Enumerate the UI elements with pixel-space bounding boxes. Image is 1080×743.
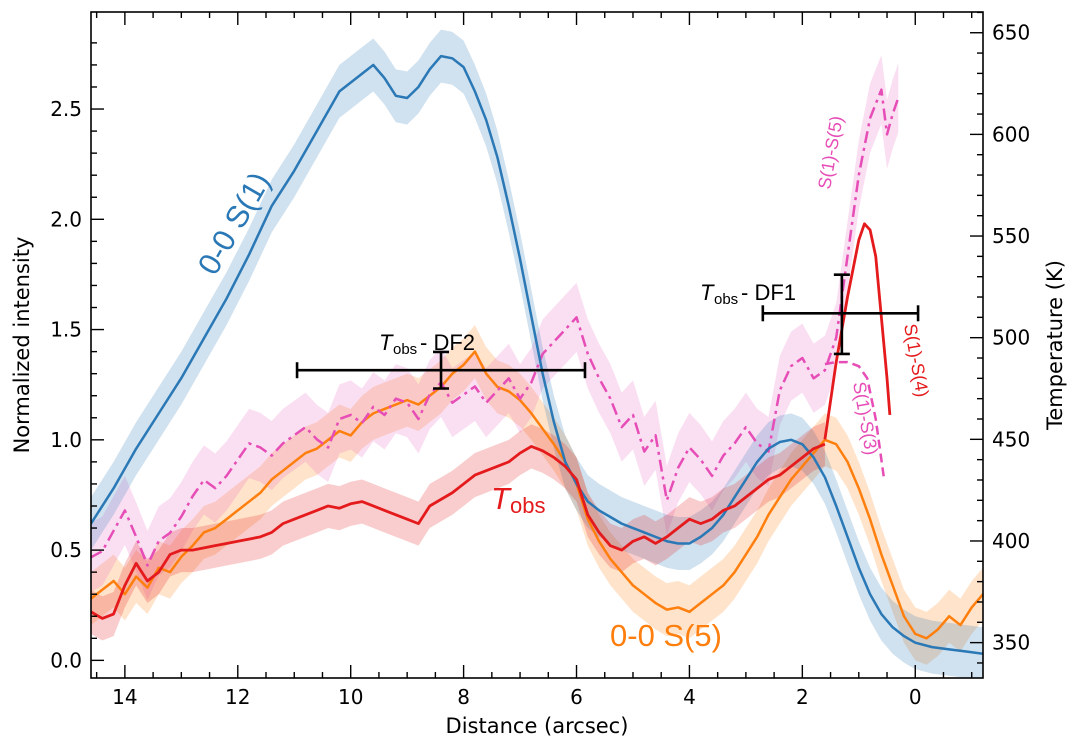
band-0-0-s-5- (91, 325, 983, 665)
label-df1-symbol: T (700, 280, 715, 305)
line-s-1-s-3- (824, 360, 886, 481)
x-tick-label: 14 (112, 685, 137, 709)
label-tobs: T obs (491, 481, 545, 518)
band-0-0-s-1- (91, 29, 983, 678)
y-right-tick-label: 500 (992, 326, 1030, 350)
y-right-tick-label: 450 (992, 427, 1030, 451)
label-s5: 0-0 S(5) (610, 618, 722, 653)
y-axis-right: 350 400 450 500 550 600 650 (970, 11, 1030, 664)
line-0-0-s-1- (91, 54, 983, 655)
y-left-tick-label: 0.5 (50, 538, 82, 562)
label-df2-text: - DF2 (420, 330, 475, 355)
x-tick-label: 6 (570, 685, 583, 709)
x-tick-label: 10 (338, 685, 363, 709)
label-df2-subscript: obs (393, 341, 417, 358)
errorbar-df1 (761, 273, 920, 356)
label-s1-s5: S(1)-S(5) (814, 114, 847, 190)
y-axis-left-label: Normalized intensity (10, 237, 34, 454)
label-s1-s4: S(1)-S(4) (900, 322, 933, 398)
band-t-obs (91, 422, 825, 641)
line-0-0-s-5- (91, 350, 983, 640)
label-df2-symbol: T (379, 330, 394, 355)
line-s-1-s-5- (91, 88, 900, 567)
label-tobs-symbol: T (491, 481, 512, 516)
y-left-tick-label: 1.5 (50, 318, 82, 342)
x-tick-label: 4 (683, 685, 696, 709)
y-right-tick-label: 650 (992, 21, 1030, 45)
x-tick-label: 12 (225, 685, 250, 709)
line-t-obs (91, 442, 826, 620)
x-axis: 14 12 10 8 6 4 2 0 (95, 12, 973, 709)
y-axis-left: 0.0 0.5 1.0 1.5 2.0 2.5 (50, 42, 104, 672)
y-left-tick-label: 2.0 (50, 207, 82, 231)
y-right-tick-label: 600 (992, 122, 1030, 146)
label-tobs-subscript: obs (510, 493, 545, 518)
y-right-tick-label: 400 (992, 529, 1030, 553)
y-right-tick-label: 350 (992, 631, 1030, 655)
y-right-tick-label: 550 (992, 224, 1030, 248)
y-left-tick-label: 0.0 (50, 648, 82, 672)
x-axis-label: Distance (arcsec) (446, 714, 629, 738)
x-tick-label: 2 (796, 685, 809, 709)
error-bars (295, 273, 920, 390)
series-lines (91, 54, 983, 655)
y-left-tick-label: 1.0 (50, 428, 82, 452)
x-tick-label: 0 (909, 685, 922, 709)
label-df1-subscript: obs (714, 291, 738, 308)
y-left-tick-label: 2.5 (50, 97, 82, 121)
plot-frame (90, 11, 984, 679)
label-df1-text: - DF1 (741, 280, 796, 305)
label-df2: T obs - DF2 (379, 330, 475, 358)
x-tick-label: 8 (457, 685, 470, 709)
errorbar-df2 (295, 350, 587, 390)
y-axis-right-label: Temperature (K) (1043, 260, 1067, 431)
label-df1: T obs - DF1 (700, 280, 796, 308)
